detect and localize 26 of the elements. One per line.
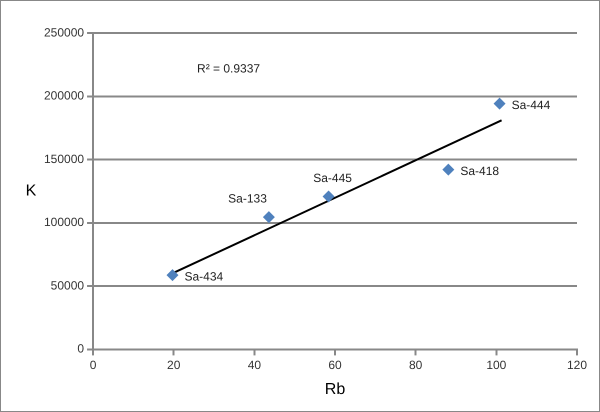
y-tick-label: 0 [77, 342, 84, 356]
point [442, 164, 454, 176]
x-tick-label: 80 [409, 358, 423, 372]
point [166, 269, 178, 282]
point [322, 190, 335, 203]
y-tick-label: 200000 [44, 88, 84, 103]
y-tick-label: 150000 [44, 152, 84, 166]
annotation: R² = 0.9337 [197, 61, 260, 76]
x-tick-label: 20 [167, 358, 181, 372]
y-axis-title: K [26, 182, 37, 200]
y-tick-label: 250000 [44, 25, 84, 40]
x-tick-label: 60 [328, 358, 342, 372]
annotation: Sa-444 [512, 98, 551, 112]
annotation: Sa-434 [184, 269, 224, 284]
point [262, 211, 275, 224]
x-tick-label: 40 [248, 358, 262, 372]
x-axis-title: Rb [324, 380, 346, 398]
x-tick-label: 100 [486, 358, 507, 372]
annotation: Sa-133 [228, 191, 268, 206]
annotation: Sa-445 [313, 170, 352, 185]
point [494, 98, 506, 110]
y-tick-label: 100000 [44, 215, 84, 230]
y-tick-label: 50000 [50, 278, 84, 292]
x-tick-label: 0 [90, 358, 97, 372]
annotation: Sa-418 [460, 164, 500, 178]
x-tick-label: 120 [566, 358, 588, 372]
